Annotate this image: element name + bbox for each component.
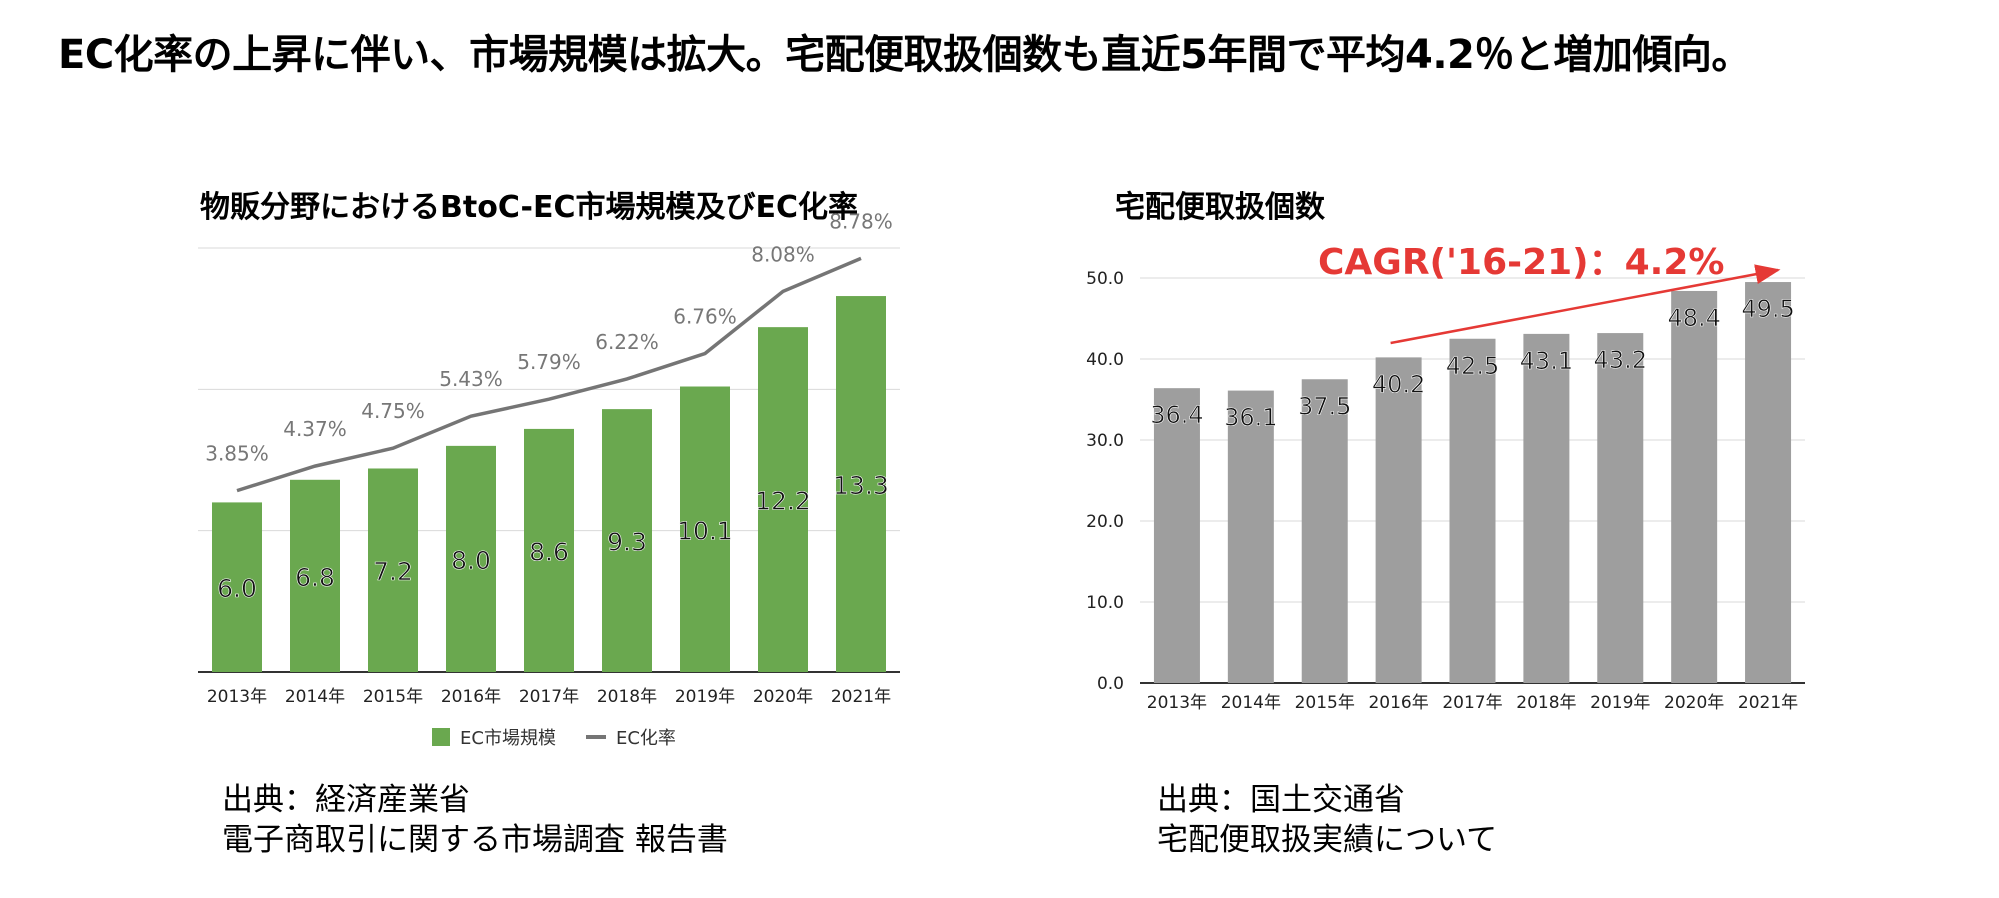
ec-x-tick-label: 2020年 [753,687,813,707]
ec-bar-value-label: 13.3 [833,471,889,500]
parcel-bar-value-label: 42.5 [1446,352,1499,380]
legend-label-ec-rate: EC化率 [615,728,676,749]
ec-bar [680,386,730,672]
ec-x-tick-label: 2017年 [519,687,579,707]
ec-bar [836,296,886,672]
ec-rate-label: 4.37% [283,417,347,441]
ec-bar-value-label: 8.6 [529,537,569,566]
ec-bar [524,428,574,672]
parcel-bar-value-label: 49.5 [1741,295,1794,323]
ec-bar [446,445,496,672]
ec-chart-title: 物販分野におけるBtoC-EC市場規模及びEC化率 [200,190,858,225]
legend-swatch-bar [432,728,450,746]
parcel-y-tick-label: 0.0 [1097,674,1124,694]
parcel-bar [1227,390,1274,683]
ec-rate-label: 4.75% [361,399,425,423]
ec-x-tick-label: 2016年 [441,687,501,707]
ec-bar-value-label: 12.2 [755,487,811,516]
parcel-chart-title: 宅配便取扱個数 [1115,190,1325,225]
parcel-y-tick-label: 10.0 [1086,593,1124,613]
ec-x-tick-label: 2018年 [597,687,657,707]
ec-source-line1: 出典：経済産業省 [222,782,470,818]
ec-bar-value-label: 6.0 [217,574,257,603]
parcel-bar [1153,388,1200,683]
parcel-x-tick-label: 2021年 [1738,693,1798,713]
parcel-bar-value-label: 36.1 [1224,404,1277,432]
ec-source-line2: 電子商取引に関する市場調査 報告書 [222,822,728,858]
parcel-x-tick-label: 2015年 [1295,693,1355,713]
parcel-bar-value-label: 48.4 [1667,304,1720,332]
parcel-bar [1301,379,1348,683]
parcel-x-tick-label: 2017年 [1442,693,1502,713]
ec-rate-label: 5.43% [439,367,503,391]
parcel-x-tick-label: 2013年 [1147,693,1207,713]
ec-rate-label: 5.79% [517,350,581,374]
ec-bar [758,327,808,672]
ec-bar-value-label: 6.8 [295,563,335,592]
ec-chart-legend: EC市場規模 EC化率 [432,724,676,750]
ec-x-tick-label: 2015年 [363,687,423,707]
parcel-y-tick-label: 30.0 [1086,431,1124,451]
ec-bar [602,409,652,672]
ec-rate-label: 6.76% [673,305,737,329]
parcel-bar [1449,338,1496,683]
parcel-x-tick-label: 2019年 [1590,693,1650,713]
cagr-label: CAGR('16-21)：4.2% [1318,242,1725,283]
ec-x-tick-label: 2014年 [285,687,345,707]
ec-bar-value-label: 9.3 [607,528,647,557]
ec-bar-value-label: 7.2 [373,557,413,586]
ec-bar [290,479,340,672]
parcel-x-tick-label: 2014年 [1221,693,1281,713]
parcel-bar [1597,333,1644,683]
ec-rate-label: 6.22% [595,330,659,354]
ec-rate-label: 3.85% [205,442,269,466]
ec-rate-label: 8.08% [751,242,815,266]
ec-chart-source: 出典：経済産業省 電子商取引に関する市場調査 報告書 [222,780,728,860]
ec-x-tick-label: 2013年 [207,687,267,707]
parcel-bar [1375,357,1422,683]
parcel-y-tick-label: 40.0 [1086,350,1124,370]
ec-x-tick-label: 2019年 [675,687,735,707]
ec-rate-line [236,256,862,493]
ec-bar [368,468,418,672]
legend-item-ec-market: EC市場規模 [432,724,556,750]
headline: EC化率の上昇に伴い、市場規模は拡大。宅配便取扱個数も直近5年間で平均4.2％と… [58,32,1751,78]
parcel-x-tick-label: 2018年 [1516,693,1576,713]
parcel-source-line2: 宅配便取扱実績について [1157,822,1498,858]
legend-label-ec-market: EC市場規模 [460,728,556,749]
parcel-bar [1523,333,1570,683]
parcel-bar [1745,282,1792,683]
parcel-bar-value-label: 43.1 [1520,347,1573,375]
parcel-chart-source: 出典：国土交通省 宅配便取扱実績について [1157,780,1497,860]
ec-bar [212,502,262,672]
parcel-y-tick-label: 20.0 [1086,512,1124,532]
parcel-source-line1: 出典：国土交通省 [1157,782,1405,818]
ec-bar-value-label: 10.1 [677,516,733,545]
parcel-x-tick-label: 2016年 [1368,693,1428,713]
parcel-x-tick-label: 2020年 [1664,693,1724,713]
ec-x-tick-label: 2021年 [831,687,891,707]
parcel-bar-value-label: 36.4 [1150,401,1203,429]
parcel-bar-value-label: 40.2 [1372,370,1425,398]
parcel-bar-value-label: 37.5 [1298,392,1351,420]
ec-rate-label: 8.78% [829,209,893,233]
legend-swatch-line [585,735,606,739]
legend-item-ec-rate: EC化率 [585,724,676,750]
parcel-bar-value-label: 43.2 [1594,346,1647,374]
ec-bar-value-label: 8.0 [451,546,491,575]
parcel-bar [1671,290,1718,683]
parcel-y-tick-label: 50.0 [1086,269,1124,289]
cagr-arrow [1390,264,1781,345]
